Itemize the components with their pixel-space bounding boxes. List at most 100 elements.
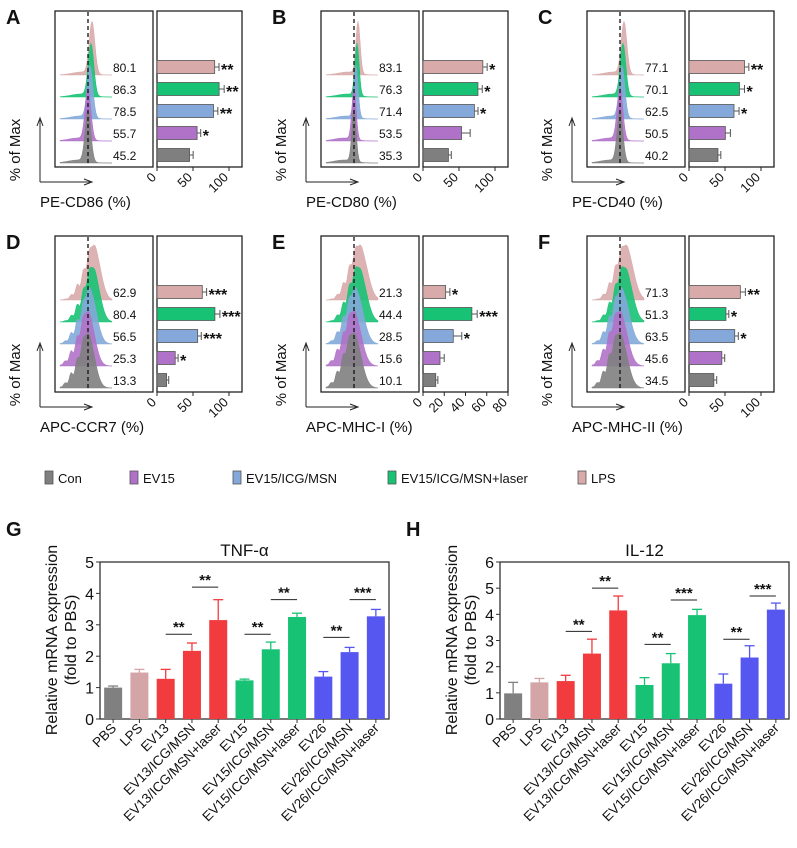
histogram-ev15-icg-msn-laser xyxy=(591,42,644,98)
bar xyxy=(261,649,280,719)
bar xyxy=(609,610,628,719)
histogram-lps xyxy=(325,21,378,76)
x-axis-label: APC-MHC-II (%) xyxy=(572,419,683,436)
x-tick-label: 60 xyxy=(468,395,489,416)
bar xyxy=(556,681,575,719)
significance-stars: ** xyxy=(252,619,264,636)
panel-e: E21.344.428.515.610.1*****0 20 40 60 80% of … xyxy=(272,232,510,436)
histogram-frame xyxy=(320,10,420,168)
x-tick-label: 100 xyxy=(205,170,231,196)
histogram-lps xyxy=(59,244,113,301)
x-axis-label: PE-CD40 (%) xyxy=(572,194,663,211)
y-axis-arrow-icon xyxy=(36,116,44,182)
y-axis-label: % of Max xyxy=(273,118,290,181)
bar xyxy=(156,678,175,719)
bar-ev15-icg-msn-laser xyxy=(156,307,216,321)
y-axis-arrow-icon xyxy=(568,341,576,407)
bar xyxy=(582,653,601,719)
x-tick-label: 50 xyxy=(706,170,727,191)
bar xyxy=(182,650,201,719)
histogram-ev15 xyxy=(325,87,378,142)
x-axis-arrow-icon xyxy=(40,178,94,186)
x-tick-label: 0 xyxy=(409,395,425,411)
percent-label: 62.9 xyxy=(113,286,137,300)
panel-letter: F xyxy=(538,232,550,254)
bar-ev15-icg-msn xyxy=(422,329,454,343)
bar-con xyxy=(422,148,449,162)
x-axis-label: PE-CD86 (%) xyxy=(40,194,131,211)
significance-stars: ** xyxy=(221,62,234,79)
panel-letter: D xyxy=(6,232,20,254)
x-axis-arrow-icon xyxy=(306,403,360,411)
x-tick-label: 20 xyxy=(426,395,447,416)
histogram-con xyxy=(59,332,113,389)
bar-ev15-icg-msn xyxy=(688,329,736,343)
percent-label: 71.4 xyxy=(379,105,403,119)
percent-label: 45.2 xyxy=(113,149,137,163)
y-axis-label: (fold to PBS) xyxy=(463,595,480,686)
legend: Con EV15 EV15/ICG/MSN EV15/ICG/MSN+laser LPS xyxy=(44,470,616,486)
significance-stars: *** xyxy=(203,331,222,348)
bar xyxy=(635,684,654,719)
x-axis-arrow-icon xyxy=(40,403,94,411)
bar-ev15 xyxy=(422,351,441,365)
significance-stars: * xyxy=(480,106,487,123)
bar xyxy=(340,652,359,719)
percent-label: 51.3 xyxy=(645,308,669,322)
percent-label: 77.1 xyxy=(645,61,669,75)
histogram-con xyxy=(591,332,645,389)
x-tick-label: 50 xyxy=(174,170,195,191)
significance-stars: * xyxy=(731,309,738,326)
bar xyxy=(766,609,785,719)
significance-stars: ** xyxy=(599,573,611,590)
histogram-frame xyxy=(586,10,686,168)
significance-stars: ** xyxy=(226,84,239,101)
y-axis-label: % of Max xyxy=(539,118,556,181)
panel-f: F71.351.363.545.634.5****0 50 100% of MaxA… xyxy=(538,232,775,436)
percent-label: 83.1 xyxy=(379,61,403,75)
x-tick-label: 0 xyxy=(143,170,159,186)
histogram-con xyxy=(325,109,378,164)
panel-b: B 83.1 76.3 71.4 53.5 35.3 * * * 0 50 100 % of Max PE… xyxy=(272,7,509,211)
x-tick-label: 0 xyxy=(143,395,159,411)
y-tick-label: 4 xyxy=(485,607,494,624)
bar-con xyxy=(688,148,719,162)
histogram-overlay: 83.1 76.3 71.4 53.5 35.3 xyxy=(320,10,420,168)
significance-stars: * xyxy=(180,353,187,370)
significance-stars: * xyxy=(747,84,754,101)
significance-stars: * xyxy=(452,287,459,304)
significance-stars: ** xyxy=(747,287,760,304)
significance-stars: *** xyxy=(354,585,372,602)
x-axis-label: APC-MHC-I (%) xyxy=(306,419,413,436)
legend-swatch xyxy=(387,470,397,485)
legend-label: LPS xyxy=(591,471,616,486)
x-tick-label: 50 xyxy=(440,170,461,191)
bar-ev15-icg-msn-laser xyxy=(688,307,727,321)
percent-label: 44.4 xyxy=(379,308,403,322)
percent-label: 28.5 xyxy=(379,330,403,344)
histogram-overlay: 21.3 44.4 28.5 15.6 10.1 xyxy=(320,235,420,393)
y-axis-label: % of Max xyxy=(273,343,290,406)
significance-stars: ** xyxy=(573,616,585,633)
bar-lps xyxy=(688,285,741,299)
y-axis-arrow-icon xyxy=(568,116,576,182)
chart-title: IL-12 xyxy=(625,541,664,560)
y-tick-label: 3 xyxy=(485,634,494,651)
y-tick-label: 0 xyxy=(85,712,94,729)
percent-label: 63.5 xyxy=(645,330,669,344)
x-tick-label: 40 xyxy=(447,395,468,416)
x-tick-label: 50 xyxy=(706,395,727,416)
significance-stars: *** xyxy=(209,287,228,304)
x-axis-arrow-icon xyxy=(306,178,360,186)
bar xyxy=(688,615,707,719)
y-tick-label: 5 xyxy=(485,581,494,598)
percent-label: 10.1 xyxy=(379,374,403,388)
bar xyxy=(104,687,123,719)
panel-letter: A xyxy=(6,7,20,29)
y-tick-label: 0 xyxy=(485,712,494,729)
percent-label: 25.3 xyxy=(113,352,137,366)
percent-label: 76.3 xyxy=(379,83,403,97)
bar-ev15 xyxy=(156,351,176,365)
y-axis-arrow-icon xyxy=(36,341,44,407)
